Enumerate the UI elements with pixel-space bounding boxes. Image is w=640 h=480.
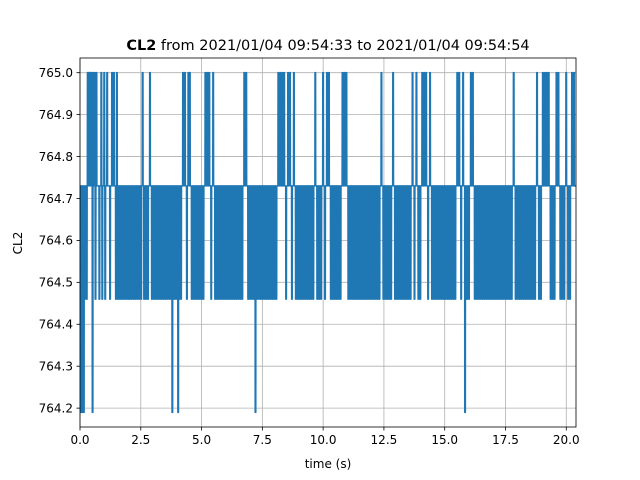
y-axis-label: CL2	[11, 232, 25, 255]
y-tick-label: 764.2	[39, 401, 73, 415]
series-group	[80, 71, 576, 414]
y-tick-label: 764.5	[39, 276, 73, 290]
y-tick-label: 764.3	[39, 359, 73, 373]
x-tick-label: 10.0	[310, 433, 337, 447]
chart-title: CL2 from 2021/01/04 09:54:33 to 2021/01/…	[126, 38, 529, 54]
y-tick-label: 764.8	[39, 150, 73, 164]
x-tick-label: 12.5	[371, 433, 398, 447]
x-tick-label: 5.0	[192, 433, 211, 447]
x-tick-label: 17.5	[492, 433, 519, 447]
x-axis-ticks: 0.0 2.5 5.0 7.5 10.0 12.5 15.0 17.5 20.0	[70, 427, 580, 447]
y-tick-label: 764.4	[39, 318, 73, 332]
x-tick-label: 2.5	[131, 433, 150, 447]
chart-title-rest: from 2021/01/04 09:54:33 to 2021/01/04 0…	[156, 38, 529, 54]
x-tick-label: 15.0	[431, 433, 458, 447]
x-tick-label: 0.0	[70, 433, 89, 447]
y-tick-label: 764.7	[39, 192, 73, 206]
x-tick-label: 7.5	[253, 433, 272, 447]
y-tick-label: 765.0	[39, 66, 73, 80]
plot-frame	[79, 57, 577, 428]
series-line-cl2	[80, 71, 576, 414]
x-axis-label: time (s)	[305, 457, 352, 471]
chart-title-bold: CL2	[126, 38, 156, 54]
axes-frame	[79, 57, 577, 428]
y-tick-label: 764.6	[39, 234, 73, 248]
y-axis-ticks: 764.2 764.3 764.4 764.5 764.6 764.7 764.8 764.9…	[39, 66, 80, 415]
x-tick-label: 20.0	[553, 433, 580, 447]
y-tick-label: 764.9	[39, 108, 73, 122]
